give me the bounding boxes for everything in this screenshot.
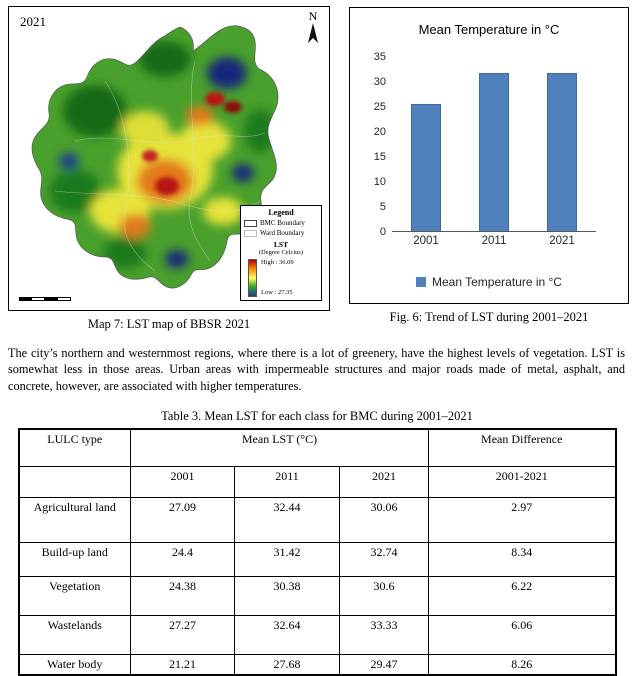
lulc-cell: Agricultural land bbox=[18, 496, 131, 543]
value-cell: 27.68 bbox=[234, 653, 340, 676]
map-legend-title: Legend bbox=[268, 208, 294, 217]
figures-row: 2021 N Legend BMC Boundary Ward B bbox=[0, 0, 634, 332]
legend-item-label: Ward Boundary bbox=[260, 228, 305, 237]
chart-legend-label: Mean Temperature in °C bbox=[432, 275, 562, 289]
header-empty bbox=[18, 465, 131, 498]
value-cell: 21.21 bbox=[130, 653, 235, 676]
value-cell: 32.44 bbox=[234, 496, 340, 543]
diff-cell: 8.26 bbox=[428, 653, 616, 676]
y-tick-label: 0 bbox=[379, 226, 386, 238]
table-title: Table 3. Mean LST for each class for BMC… bbox=[161, 409, 473, 424]
header-diff-range: 2001-2021 bbox=[428, 465, 616, 498]
map-caption: Map 7: LST map of BBSR 2021 bbox=[87, 317, 251, 331]
lulc-cell: Build-up land bbox=[18, 541, 131, 577]
body-paragraph: The city’s northern and westernmost regi… bbox=[8, 346, 625, 393]
table-row: Agricultural land 27.09 32.44 30.06 2.97 bbox=[18, 496, 616, 543]
north-arrow-icon bbox=[308, 23, 318, 43]
chart-legend: Mean Temperature in °C bbox=[350, 275, 628, 289]
y-tick-label: 10 bbox=[373, 176, 386, 188]
chart-figure: Mean Temperature in °C 0 5 10 15 20 25 30 35 20… bbox=[349, 6, 629, 325]
value-cell: 27.27 bbox=[130, 614, 235, 655]
x-tick-label: 2001 bbox=[413, 235, 439, 247]
legend-lst-title: LST bbox=[273, 239, 289, 249]
chart-plot: 0 5 10 15 20 25 30 35 bbox=[374, 51, 596, 238]
bar-2021 bbox=[547, 73, 577, 231]
map-year-label: 2021 bbox=[20, 14, 46, 29]
x-tick-label: 2011 bbox=[481, 235, 507, 247]
value-cell: 27.09 bbox=[130, 496, 235, 543]
chart-caption: Fig. 6: Trend of LST during 2001–2021 bbox=[389, 310, 589, 324]
value-cell: 30.6 bbox=[339, 575, 429, 616]
lst-map-graphic bbox=[31, 25, 279, 289]
header-mean-lst: Mean LST (°C) bbox=[130, 428, 429, 467]
header-year-2021: 2021 bbox=[339, 465, 429, 498]
x-tick-label: 2021 bbox=[549, 235, 575, 247]
legend-gradient: High : 36.09 Low : 27.35 bbox=[244, 259, 318, 297]
table-header-row-1: LULC type Mean LST (°C) Mean Difference bbox=[18, 428, 616, 467]
legend-item-bmc: BMC Boundary bbox=[244, 219, 318, 228]
table-row: Build-up land 24.4 31.42 32.74 8.34 bbox=[18, 541, 616, 577]
legend-lst-subtitle: (Degree Celcius) bbox=[258, 248, 304, 256]
value-cell: 33.33 bbox=[339, 614, 429, 655]
mean-lst-table: LULC type Mean LST (°C) Mean Difference … bbox=[17, 428, 617, 676]
y-tick-label: 5 bbox=[379, 201, 386, 213]
value-cell: 30.06 bbox=[339, 496, 429, 543]
table-row: Wastelands 27.27 32.64 33.33 6.06 bbox=[18, 614, 616, 655]
chart-x-labels: 2001 2011 2021 bbox=[392, 235, 596, 251]
north-label: N bbox=[308, 9, 318, 23]
lulc-cell: Vegetation bbox=[18, 575, 131, 616]
legend-item-ward: Ward Boundary bbox=[244, 229, 318, 238]
scale-segment bbox=[32, 297, 45, 301]
table-row: Vegetation 24.38 30.38 30.6 6.22 bbox=[18, 575, 616, 616]
y-tick-label: 30 bbox=[373, 76, 386, 88]
y-tick-label: 15 bbox=[373, 151, 386, 163]
scale-segment bbox=[58, 297, 71, 301]
map-legend-box: Legend BMC Boundary Ward Boundary LST (D… bbox=[240, 205, 322, 301]
legend-high-label: High : 36.09 bbox=[261, 259, 294, 266]
value-cell: 32.64 bbox=[234, 614, 340, 655]
value-cell: 32.74 bbox=[339, 541, 429, 577]
value-cell: 30.38 bbox=[234, 575, 340, 616]
legend-swatch bbox=[416, 277, 426, 287]
scale-segment bbox=[45, 297, 58, 301]
lulc-cell: Wastelands bbox=[18, 614, 131, 655]
diff-cell: 8.34 bbox=[428, 541, 616, 577]
scale-bar bbox=[19, 297, 71, 301]
diff-cell: 2.97 bbox=[428, 496, 616, 543]
y-tick-label: 25 bbox=[373, 101, 386, 113]
table-header-row-2: 2001 2011 2021 2001-2021 bbox=[18, 465, 616, 498]
value-cell: 29.47 bbox=[339, 653, 429, 676]
y-tick-label: 20 bbox=[373, 126, 386, 138]
value-cell: 24.4 bbox=[130, 541, 235, 577]
header-lulc-type: LULC type bbox=[18, 428, 131, 467]
lst-table-body: Agricultural land 27.09 32.44 30.06 2.97 Buil… bbox=[18, 496, 616, 676]
lst-gradient-bar bbox=[248, 259, 257, 297]
legend-low-label: Low : 27.35 bbox=[261, 288, 293, 296]
value-cell: 24.38 bbox=[130, 575, 235, 616]
legend-item-label: BMC Boundary bbox=[260, 219, 305, 227]
scale-segment bbox=[19, 297, 32, 301]
ward-boundary-swatch bbox=[244, 229, 257, 237]
diff-cell: 6.22 bbox=[428, 575, 616, 616]
lulc-cell: Water body bbox=[18, 653, 131, 676]
diff-cell: 6.06 bbox=[428, 614, 616, 655]
map-figure: 2021 N Legend BMC Boundary Ward B bbox=[8, 6, 330, 332]
header-year-2001: 2001 bbox=[130, 465, 235, 498]
y-tick-label: 35 bbox=[373, 51, 386, 63]
chart-frame: Mean Temperature in °C 0 5 10 15 20 25 30 35 20… bbox=[349, 7, 629, 304]
map-frame: 2021 N Legend BMC Boundary Ward B bbox=[8, 6, 330, 311]
north-arrow: N bbox=[306, 10, 320, 49]
header-year-2011: 2011 bbox=[234, 465, 340, 498]
chart-title: Mean Temperature in °C bbox=[418, 22, 560, 37]
bar-2011 bbox=[479, 73, 509, 231]
table-row: Water body 21.21 27.68 29.47 8.26 bbox=[18, 653, 616, 676]
gradient-labels: High : 36.09 Low : 27.35 bbox=[261, 259, 294, 297]
bar-2001 bbox=[411, 104, 441, 231]
header-mean-difference: Mean Difference bbox=[428, 428, 616, 467]
bmc-boundary-swatch bbox=[244, 219, 257, 227]
value-cell: 31.42 bbox=[234, 541, 340, 577]
